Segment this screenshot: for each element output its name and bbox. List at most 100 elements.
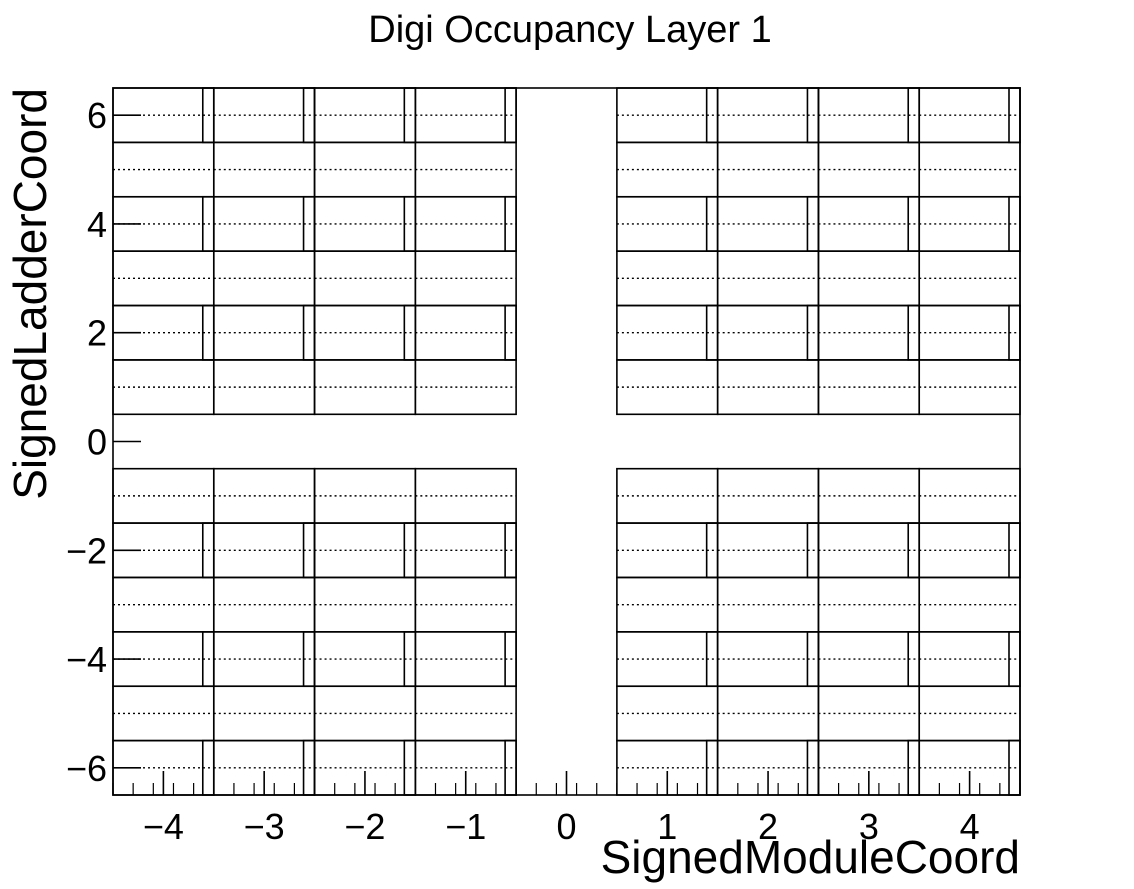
module-cell (112, 359, 215, 416)
module-cell (918, 522, 1021, 579)
module-cell (414, 685, 517, 742)
module-cell (212, 195, 316, 252)
module-cell (212, 87, 316, 144)
module-cell (817, 522, 921, 579)
x-tick-label: 1 (657, 806, 677, 847)
x-tick-label: −3 (244, 806, 285, 847)
module-cell (918, 195, 1021, 252)
module-cell (313, 631, 417, 688)
module-cell (414, 522, 517, 579)
module-cell (616, 359, 719, 416)
module-cell (212, 467, 316, 524)
y-tick-label: 0 (87, 422, 107, 463)
module-cell (716, 631, 820, 688)
module-cell (817, 685, 921, 742)
module-cell (313, 141, 417, 198)
module-cell (212, 685, 316, 742)
module-cell (918, 685, 1021, 742)
module-cell (716, 685, 820, 742)
x-tick-label: 0 (556, 806, 576, 847)
plot-frame (112, 87, 1021, 796)
y-tick-label: −4 (66, 639, 107, 680)
module-cell (616, 195, 719, 252)
module-cell (817, 195, 921, 252)
module-cell (918, 141, 1021, 198)
module-cell (918, 304, 1021, 361)
module-cell (212, 631, 316, 688)
module-cell (414, 467, 517, 524)
x-tick-label: 2 (758, 806, 778, 847)
y-tick-label: 4 (87, 204, 107, 245)
y-ticks-layer: −6 −4 −2 0 2 4 6 (66, 95, 141, 789)
y-tick-label: 2 (87, 313, 107, 354)
module-cell (112, 685, 215, 742)
module-cell (112, 576, 215, 633)
module-cell (616, 141, 719, 198)
module-cell (616, 250, 719, 307)
module-cell (313, 304, 417, 361)
module-cell (414, 304, 517, 361)
module-cell (313, 522, 417, 579)
module-cell (414, 359, 517, 416)
x-tick-label: 3 (859, 806, 879, 847)
module-cell (817, 141, 921, 198)
module-cell (313, 467, 417, 524)
module-cell (212, 304, 316, 361)
y-tick-label: −2 (66, 530, 107, 571)
module-cell (716, 304, 820, 361)
module-cell (817, 87, 921, 144)
module-cell (918, 87, 1021, 144)
x-tick-label: 4 (960, 806, 980, 847)
module-cell (918, 467, 1021, 524)
module-cell (112, 467, 215, 524)
module-cell (212, 250, 316, 307)
module-cell (817, 631, 921, 688)
module-cell (414, 631, 517, 688)
module-cell (616, 87, 719, 144)
module-cell (414, 250, 517, 307)
module-cell (414, 87, 517, 144)
module-cell (313, 359, 417, 416)
module-cell (716, 576, 820, 633)
module-cell (313, 87, 417, 144)
module-cell (414, 195, 517, 252)
module-cell (716, 250, 820, 307)
module-cell (414, 141, 517, 198)
module-cell (313, 576, 417, 633)
module-cell (112, 250, 215, 307)
module-cells-layer (112, 87, 1021, 796)
module-cell (817, 250, 921, 307)
module-cell (817, 467, 921, 524)
module-cell (716, 467, 820, 524)
module-cell (918, 359, 1021, 416)
module-cell (616, 685, 719, 742)
module-cell (212, 359, 316, 416)
module-cell (716, 359, 820, 416)
x-tick-label: −1 (445, 806, 486, 847)
module-cell (616, 522, 719, 579)
module-cell (313, 195, 417, 252)
module-cell (616, 576, 719, 633)
y-axis-label: SignedLadderCoord (4, 88, 56, 500)
module-cell (212, 522, 316, 579)
module-cell (817, 304, 921, 361)
module-cell (313, 250, 417, 307)
y-tick-label: −6 (66, 748, 107, 789)
module-cell (212, 141, 316, 198)
x-ticks-layer: −4 −3 −2 −1 0 1 2 3 4 (112, 771, 1021, 847)
module-cell (716, 195, 820, 252)
y-tick-label: 6 (87, 95, 107, 136)
module-cell (918, 631, 1021, 688)
module-cell (414, 576, 517, 633)
chart-title: Digi Occupancy Layer 1 (368, 9, 771, 51)
module-cell (817, 359, 921, 416)
module-cell (616, 304, 719, 361)
module-cell (716, 141, 820, 198)
module-cell (616, 467, 719, 524)
module-cell (716, 522, 820, 579)
module-cell (112, 141, 215, 198)
module-cell (716, 87, 820, 144)
module-cell (212, 576, 316, 633)
